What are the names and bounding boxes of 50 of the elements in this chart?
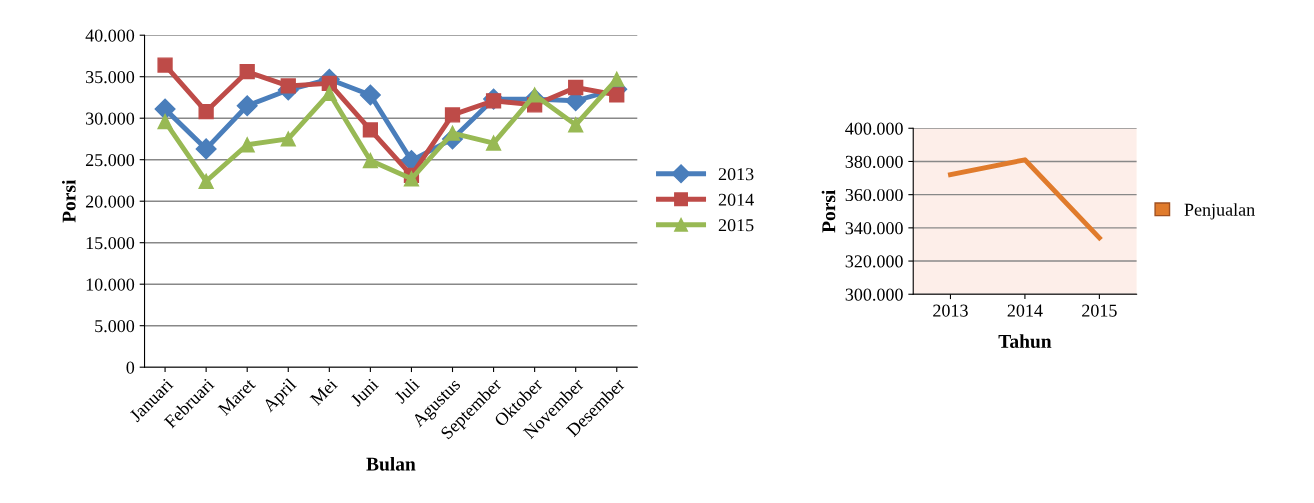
x-axis-title: Tahun bbox=[998, 334, 1052, 348]
legend-label: 2014 bbox=[718, 193, 754, 206]
y-axis-title: Porsi bbox=[61, 179, 76, 223]
y-tick-label: 20.000 bbox=[85, 195, 135, 208]
legend-label: 2015 bbox=[718, 219, 754, 232]
point bbox=[157, 57, 173, 73]
y-axis-title: Porsi bbox=[821, 189, 836, 233]
y-tick-label: 320.000 bbox=[845, 255, 903, 268]
x-tick-label: 2013 bbox=[933, 304, 968, 317]
y-tick-label: 30.000 bbox=[86, 112, 135, 125]
y-tick-label: 400.000 bbox=[845, 122, 903, 135]
y-tick-label: 380.000 bbox=[845, 155, 903, 168]
point bbox=[195, 138, 217, 160]
x-axis-title: Bulan bbox=[366, 456, 416, 471]
point bbox=[362, 122, 379, 138]
point bbox=[280, 131, 296, 147]
point bbox=[321, 85, 337, 101]
point bbox=[362, 152, 379, 169]
point bbox=[239, 137, 255, 153]
legend-label: 2013 bbox=[718, 168, 754, 181]
y-tick-label: 35.000 bbox=[86, 70, 135, 84]
y-tick-label: 40.000 bbox=[85, 29, 135, 42]
x-tick-label: 2015 bbox=[1082, 304, 1117, 317]
point bbox=[359, 84, 381, 106]
point bbox=[568, 117, 584, 133]
y-tick-label: 340.000 bbox=[845, 222, 903, 235]
point bbox=[239, 64, 255, 80]
point bbox=[198, 173, 214, 189]
y-tick-label: 15.000 bbox=[86, 236, 135, 250]
y-tick-label: 25.000 bbox=[85, 153, 135, 167]
y-tick-label: 360.000 bbox=[845, 188, 903, 202]
x-tick-label: Mei bbox=[309, 377, 339, 407]
point bbox=[198, 103, 214, 120]
point bbox=[526, 87, 543, 103]
x-tick-label: 2014 bbox=[1007, 304, 1043, 317]
point bbox=[485, 135, 502, 151]
y-tick-label: 300.000 bbox=[845, 288, 903, 301]
point bbox=[236, 95, 258, 117]
y-tick-label: 0 bbox=[126, 361, 135, 374]
y-tick-label: 5.000 bbox=[95, 319, 135, 333]
point bbox=[280, 78, 296, 94]
legend-label: Penjualan bbox=[1184, 203, 1255, 220]
x-tick-label: Juni bbox=[349, 377, 380, 407]
point bbox=[609, 71, 625, 87]
point bbox=[157, 113, 173, 130]
point bbox=[568, 79, 584, 96]
point bbox=[403, 171, 420, 187]
y-tick-label: 10.000 bbox=[86, 278, 135, 291]
point bbox=[444, 107, 461, 123]
point bbox=[609, 87, 625, 103]
